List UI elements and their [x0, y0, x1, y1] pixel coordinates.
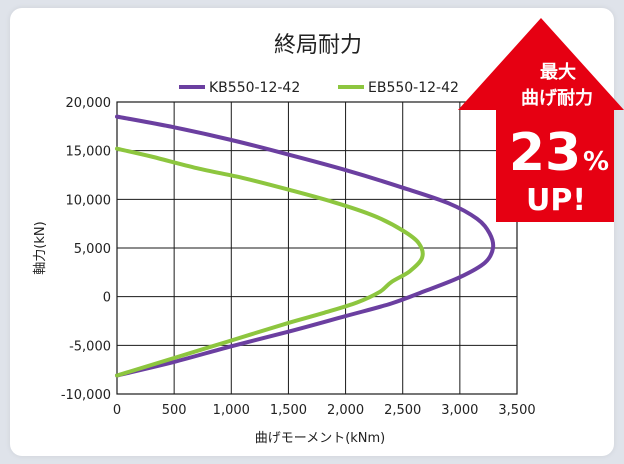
badge-line1: 最大: [540, 61, 576, 83]
badge-arrow-shape: [458, 18, 624, 222]
x-axis-label: 曲げモーメント(kNm): [255, 431, 386, 446]
legend-label-eb: EB550-12-42: [368, 80, 459, 96]
y-tick-label: 10,000: [66, 193, 112, 208]
series-line-eb: [115, 146, 425, 378]
x-tick-label: 3,000: [441, 403, 478, 418]
y-tick-label: 20,000: [66, 96, 112, 111]
x-axis-ticks: 0 500 1,000 1,500 2,000 2,500 3,000 3,500: [113, 403, 536, 418]
badge-line2: 曲げ耐力: [521, 87, 593, 109]
series-lines: [115, 114, 496, 378]
y-tick-label: -5,000: [69, 339, 111, 354]
plot-area: [116, 101, 518, 395]
series-line-kb: [115, 114, 496, 378]
y-tick-label: -10,000: [61, 388, 111, 403]
chart-title: 終局耐力: [274, 33, 362, 58]
x-tick-label: 500: [162, 403, 187, 418]
legend: KB550-12-42 EB550-12-42: [179, 80, 459, 96]
badge-number: 23: [509, 123, 581, 183]
y-tick-label: 15,000: [66, 145, 112, 160]
x-tick-label: 0: [113, 403, 121, 418]
legend-label-kb: KB550-12-42: [209, 80, 300, 96]
y-tick-label: 0: [103, 291, 111, 306]
x-tick-label: 2,000: [327, 403, 364, 418]
x-tick-label: 1,500: [270, 403, 307, 418]
promo-badge: 最大 曲げ耐力 23 % UP!: [458, 18, 624, 222]
x-tick-label: 2,500: [384, 403, 421, 418]
x-tick-label: 1,000: [213, 403, 250, 418]
badge-percent: %: [583, 147, 609, 177]
y-axis-label: 軸力(kN): [33, 221, 48, 274]
y-axis-ticks: -10,000 -5,000 0 5,000 10,000 15,000 20,000: [61, 96, 111, 403]
badge-up: UP!: [526, 183, 586, 218]
y-tick-label: 5,000: [74, 242, 111, 257]
x-tick-label: 3,500: [498, 403, 535, 418]
